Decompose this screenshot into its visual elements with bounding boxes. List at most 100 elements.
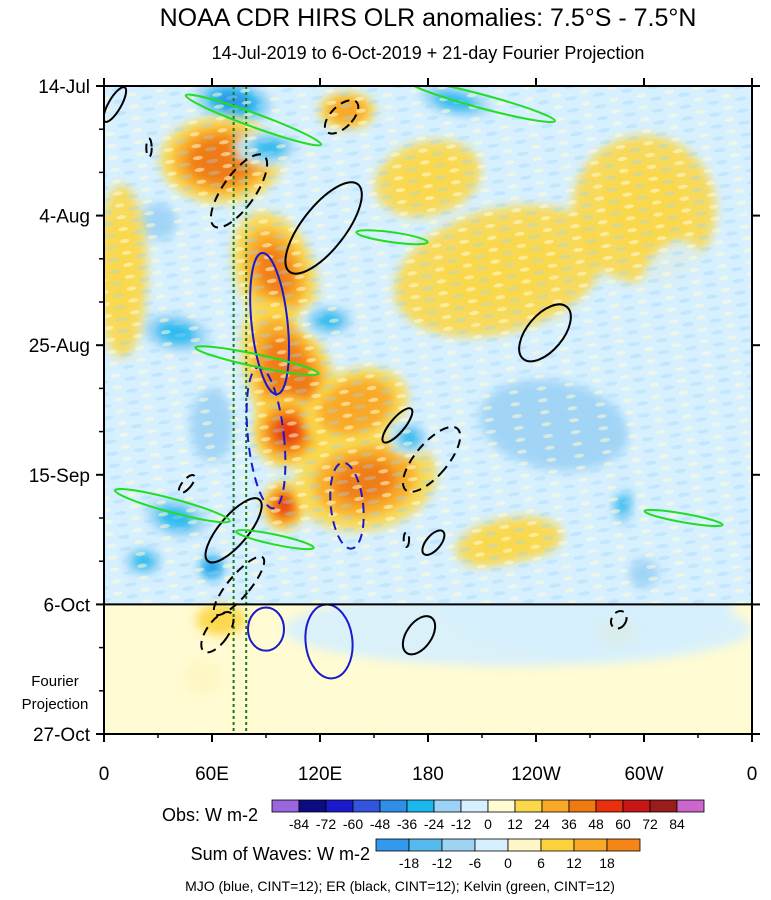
y-tick-label: 6-Oct xyxy=(44,595,91,616)
legend-swatch xyxy=(271,799,300,813)
x-axis: 0 60E 120E 180 120W 60W 0 xyxy=(99,78,758,785)
legend-swatch xyxy=(514,799,543,813)
legend-swatch xyxy=(649,799,678,813)
er-contour xyxy=(204,497,263,564)
legend-swatch xyxy=(298,799,327,813)
legend-swatch xyxy=(573,838,608,852)
er-contour xyxy=(177,474,196,495)
footer-note: MJO (blue, CINT=12); ER (black, CINT=12)… xyxy=(185,878,615,894)
legend-level-label: -12 xyxy=(451,816,471,832)
legend-swatch xyxy=(433,799,462,813)
er-contour xyxy=(200,610,235,654)
y-tick-label: 14-Jul xyxy=(38,77,90,98)
waves-legend-label: Sum of Waves: W m-2 xyxy=(191,844,370,864)
er-contour xyxy=(401,425,462,493)
legend-swatch xyxy=(595,799,624,813)
legend-level-label: 60 xyxy=(615,816,631,832)
er-contour xyxy=(381,407,414,444)
waves-legend: Sum of Waves: W m-2 -18 -12 -6 0 6 12 18 xyxy=(191,838,641,871)
mjo-contour xyxy=(247,606,285,652)
x-tick-label: 0 xyxy=(99,764,110,785)
anomaly-blob xyxy=(284,592,752,667)
projection-label-line1: Fourier xyxy=(31,673,79,690)
y-tick-label: 15-Sep xyxy=(29,466,90,487)
legend-level-label: 12 xyxy=(566,855,582,871)
legend-swatch xyxy=(568,799,597,813)
er-contour xyxy=(212,555,266,617)
legend-level-label: 18 xyxy=(599,855,615,871)
er-contour xyxy=(421,529,446,556)
kelvin-contour xyxy=(407,86,557,124)
legend-level-label: 84 xyxy=(669,816,685,832)
legend-level-label: 36 xyxy=(561,816,577,832)
er-contour xyxy=(323,99,360,135)
mjo-contour xyxy=(329,461,365,550)
er-contour xyxy=(401,615,437,656)
anomaly-blob xyxy=(205,610,237,630)
kelvin-contour xyxy=(113,487,231,524)
projection-label-line2: Projection xyxy=(22,696,89,713)
x-tick-label: 60E xyxy=(195,764,229,785)
legend-level-label: -6 xyxy=(469,855,482,871)
legend-level-label: 0 xyxy=(484,816,492,832)
kelvin-contour xyxy=(643,508,724,528)
y-tick-label: 4-Aug xyxy=(39,207,90,228)
anomaly-texture xyxy=(104,86,752,604)
legend-level-label: -48 xyxy=(370,816,390,832)
legend-swatch xyxy=(606,838,641,852)
er-contour xyxy=(284,181,363,275)
legend-swatch xyxy=(441,838,476,852)
wave-contours xyxy=(104,86,724,680)
legend-swatch xyxy=(408,838,443,852)
chart-subtitle: 14-Jul-2019 to 6-Oct-2019 + 21-day Fouri… xyxy=(212,43,645,63)
y-tick-label: 25-Aug xyxy=(29,336,90,357)
x-tick-label: 120E xyxy=(298,764,342,785)
kelvin-contour xyxy=(235,529,315,551)
x-tick-label: 180 xyxy=(412,764,444,785)
legend-level-label: -18 xyxy=(399,855,419,871)
er-contour xyxy=(518,303,572,363)
kelvin-contour xyxy=(355,229,429,246)
y-tick-label: 27-Oct xyxy=(33,725,91,746)
obs-legend-label: Obs: W m-2 xyxy=(162,805,258,825)
obs-legend: Obs: W m-2 -84 -72 -60 -48 -36 -24 -12 0 12 24 36 4… xyxy=(162,799,705,832)
legend-swatch xyxy=(676,799,705,813)
legend-swatch xyxy=(460,799,489,813)
er-contour xyxy=(209,153,269,229)
kelvin-contour xyxy=(194,345,320,377)
plot-area xyxy=(103,85,753,735)
y-axis: 14-Jul 4-Aug 25-Aug 15-Sep 6-Oct 27-Oct xyxy=(29,77,760,746)
legend-level-label: 48 xyxy=(588,816,604,832)
legend-swatch xyxy=(352,799,381,813)
mjo-contour xyxy=(249,251,290,396)
legend-swatch xyxy=(379,799,408,813)
legend-level-label: -24 xyxy=(424,816,444,832)
x-tick-label: 0 xyxy=(747,764,758,785)
legend-swatch xyxy=(325,799,354,813)
legend-swatch xyxy=(622,799,651,813)
legend-swatch xyxy=(487,799,516,813)
legend-level-label: 24 xyxy=(534,816,550,832)
legend-level-label: -60 xyxy=(343,816,363,832)
legend-swatch xyxy=(375,838,410,852)
x-tick-label: 60W xyxy=(624,764,663,785)
kelvin-contour xyxy=(184,93,323,147)
legend-level-label: -72 xyxy=(316,816,336,832)
legend-level-label: -84 xyxy=(289,816,309,832)
x-tick-label: 120W xyxy=(511,764,561,785)
legend-swatch xyxy=(540,838,575,852)
er-contour xyxy=(610,610,628,630)
legend-level-label: 0 xyxy=(504,855,512,871)
legend-swatch xyxy=(474,838,509,852)
chart-title: NOAA CDR HIRS OLR anomalies: 7.5°S - 7.5… xyxy=(160,4,697,32)
legend-swatch xyxy=(507,838,542,852)
legend-level-label: 6 xyxy=(537,855,545,871)
legend-level-label: -36 xyxy=(397,816,417,832)
legend-swatch xyxy=(406,799,435,813)
er-contour xyxy=(402,531,411,549)
legend-level-label: 12 xyxy=(507,816,523,832)
legend-level-label: -12 xyxy=(432,855,452,871)
er-contour xyxy=(145,137,153,158)
legend-level-label: 72 xyxy=(642,816,658,832)
